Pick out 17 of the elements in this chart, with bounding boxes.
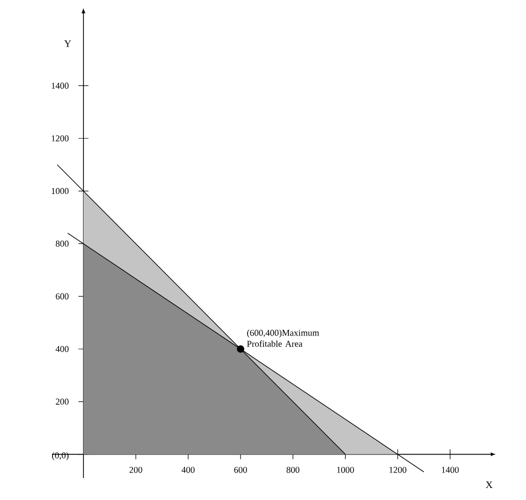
x-tick-label: 1400 (442, 466, 459, 473)
x-tick-label: 400 (182, 466, 195, 473)
annotation: (600,400)Maximum Profitable Area (247, 330, 320, 347)
x-tick-label: 1000 (337, 466, 354, 473)
x-tick-label: 800 (286, 466, 300, 473)
y-tick-label: 800 (56, 240, 69, 247)
x-tick-label: 1200 (390, 466, 406, 473)
y-tick-label: 600 (56, 293, 69, 300)
y-tick-label: 1400 (52, 82, 69, 89)
x-axis-title: X (486, 482, 493, 488)
y-tick-label: 1000 (52, 188, 69, 194)
y-tick-label: 1200 (52, 135, 69, 142)
x-tick-label: 200 (129, 466, 142, 473)
y-axis-title: Y (64, 40, 72, 47)
x-tick-label: 600 (234, 466, 247, 473)
y-tick-label: 400 (56, 346, 69, 352)
y-tick-label: 200 (56, 398, 69, 405)
